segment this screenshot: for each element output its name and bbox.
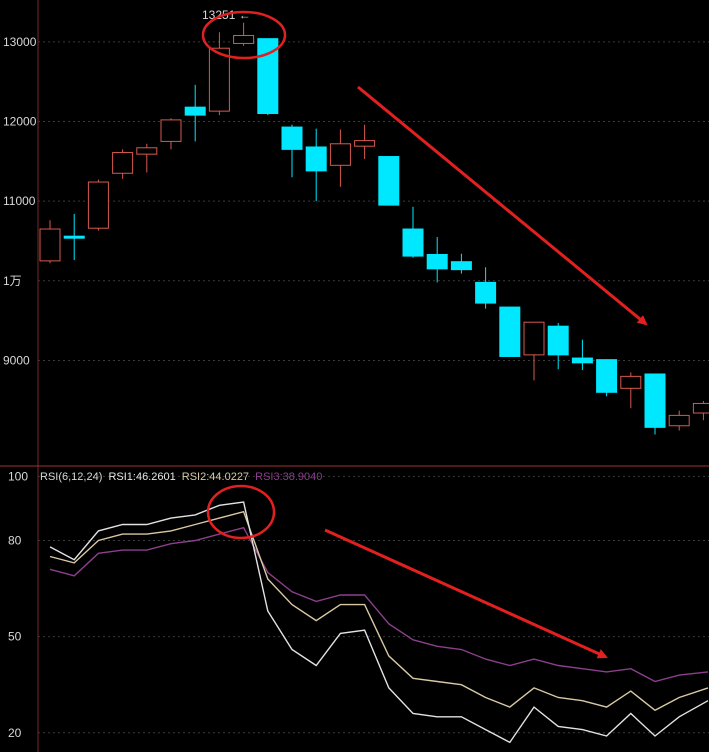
candle-body xyxy=(305,146,327,172)
rsi-tick-label: 20 xyxy=(8,726,22,740)
candle-body xyxy=(547,325,569,356)
downtrend-arrow xyxy=(357,85,648,326)
candle xyxy=(136,143,158,173)
rsi1-value: RSI1:46.2601 xyxy=(108,471,175,483)
candle xyxy=(305,128,327,202)
candle-body xyxy=(354,140,376,147)
price-tick-label: 12000 xyxy=(3,114,37,128)
candle xyxy=(281,124,303,178)
rsi-gridlines xyxy=(38,475,709,734)
rsi2-value: RSI2:44.0227 xyxy=(182,471,249,483)
candle xyxy=(184,84,206,142)
rsi-line xyxy=(49,501,709,744)
candle-body xyxy=(644,373,666,428)
candle-body xyxy=(136,147,158,155)
price-axis-ticks: 13000 12000 11000 1万 9000 xyxy=(3,35,37,368)
rsi-tick-label: 50 xyxy=(8,630,22,644)
candle xyxy=(620,372,642,409)
candle-body xyxy=(112,152,134,174)
rsi-tick-label: 100 xyxy=(8,469,28,483)
candle-body xyxy=(208,47,230,112)
candle-body xyxy=(475,281,497,304)
candle xyxy=(668,410,690,431)
candle-body xyxy=(426,254,448,270)
candle-body xyxy=(329,143,351,166)
candle-body xyxy=(596,359,618,393)
candle xyxy=(402,206,424,258)
candle xyxy=(571,339,593,370)
peak-highlight-circle xyxy=(201,10,287,60)
candle xyxy=(523,321,545,381)
candle-body xyxy=(499,306,521,357)
candle xyxy=(354,124,376,159)
rsi-header: RSI(6,12,24) RSI1:46.2601 RSI2:44.0227 R… xyxy=(40,471,322,483)
candle xyxy=(692,401,709,421)
candle xyxy=(160,118,182,150)
candle-body xyxy=(692,402,709,414)
candle-body xyxy=(39,228,61,262)
candle-body xyxy=(87,181,109,229)
candle-body xyxy=(281,126,303,150)
price-tick-label: 13000 xyxy=(3,35,37,49)
rsi-series xyxy=(49,501,709,744)
candle xyxy=(644,373,666,435)
price-gridlines xyxy=(38,41,709,361)
candle-body xyxy=(620,375,642,389)
candle xyxy=(475,267,497,309)
rsi3-value: RSI3:38.9040 xyxy=(255,471,322,483)
candle-body xyxy=(257,38,279,115)
rsi-downtrend-arrow xyxy=(324,528,608,659)
candle xyxy=(87,179,109,231)
candle-body xyxy=(233,34,255,44)
rsi-header-label: RSI(6,12,24) xyxy=(40,471,102,483)
candlestick-series xyxy=(39,22,709,435)
candle xyxy=(63,213,85,261)
candle-body xyxy=(571,357,593,364)
candle xyxy=(39,220,61,264)
candle xyxy=(547,323,569,370)
candle xyxy=(450,253,472,274)
candle xyxy=(233,22,255,46)
candle-body xyxy=(402,228,424,257)
candle-body xyxy=(668,414,690,427)
rsi-tick-label: 80 xyxy=(8,534,22,548)
candle-body xyxy=(450,261,472,271)
candle xyxy=(499,306,521,357)
rsi-axis-ticks: 100 80 50 20 xyxy=(8,469,28,739)
candle xyxy=(378,156,400,206)
candle-body xyxy=(63,235,85,239)
candle-body xyxy=(378,156,400,206)
price-tick-label: 11000 xyxy=(3,194,36,208)
rsi-peak-highlight-circle xyxy=(206,484,276,540)
candle xyxy=(329,129,351,187)
candle-body xyxy=(523,321,545,356)
candle-body xyxy=(160,119,182,142)
price-tick-label: 9000 xyxy=(3,353,30,367)
rsi-line xyxy=(49,510,709,712)
candle xyxy=(112,149,134,179)
candle xyxy=(208,32,230,116)
candle xyxy=(596,359,618,397)
candle xyxy=(426,236,448,283)
price-tick-label: 1万 xyxy=(3,274,22,288)
candle xyxy=(257,38,279,116)
rsi-line xyxy=(49,526,709,683)
candle-body xyxy=(184,106,206,116)
